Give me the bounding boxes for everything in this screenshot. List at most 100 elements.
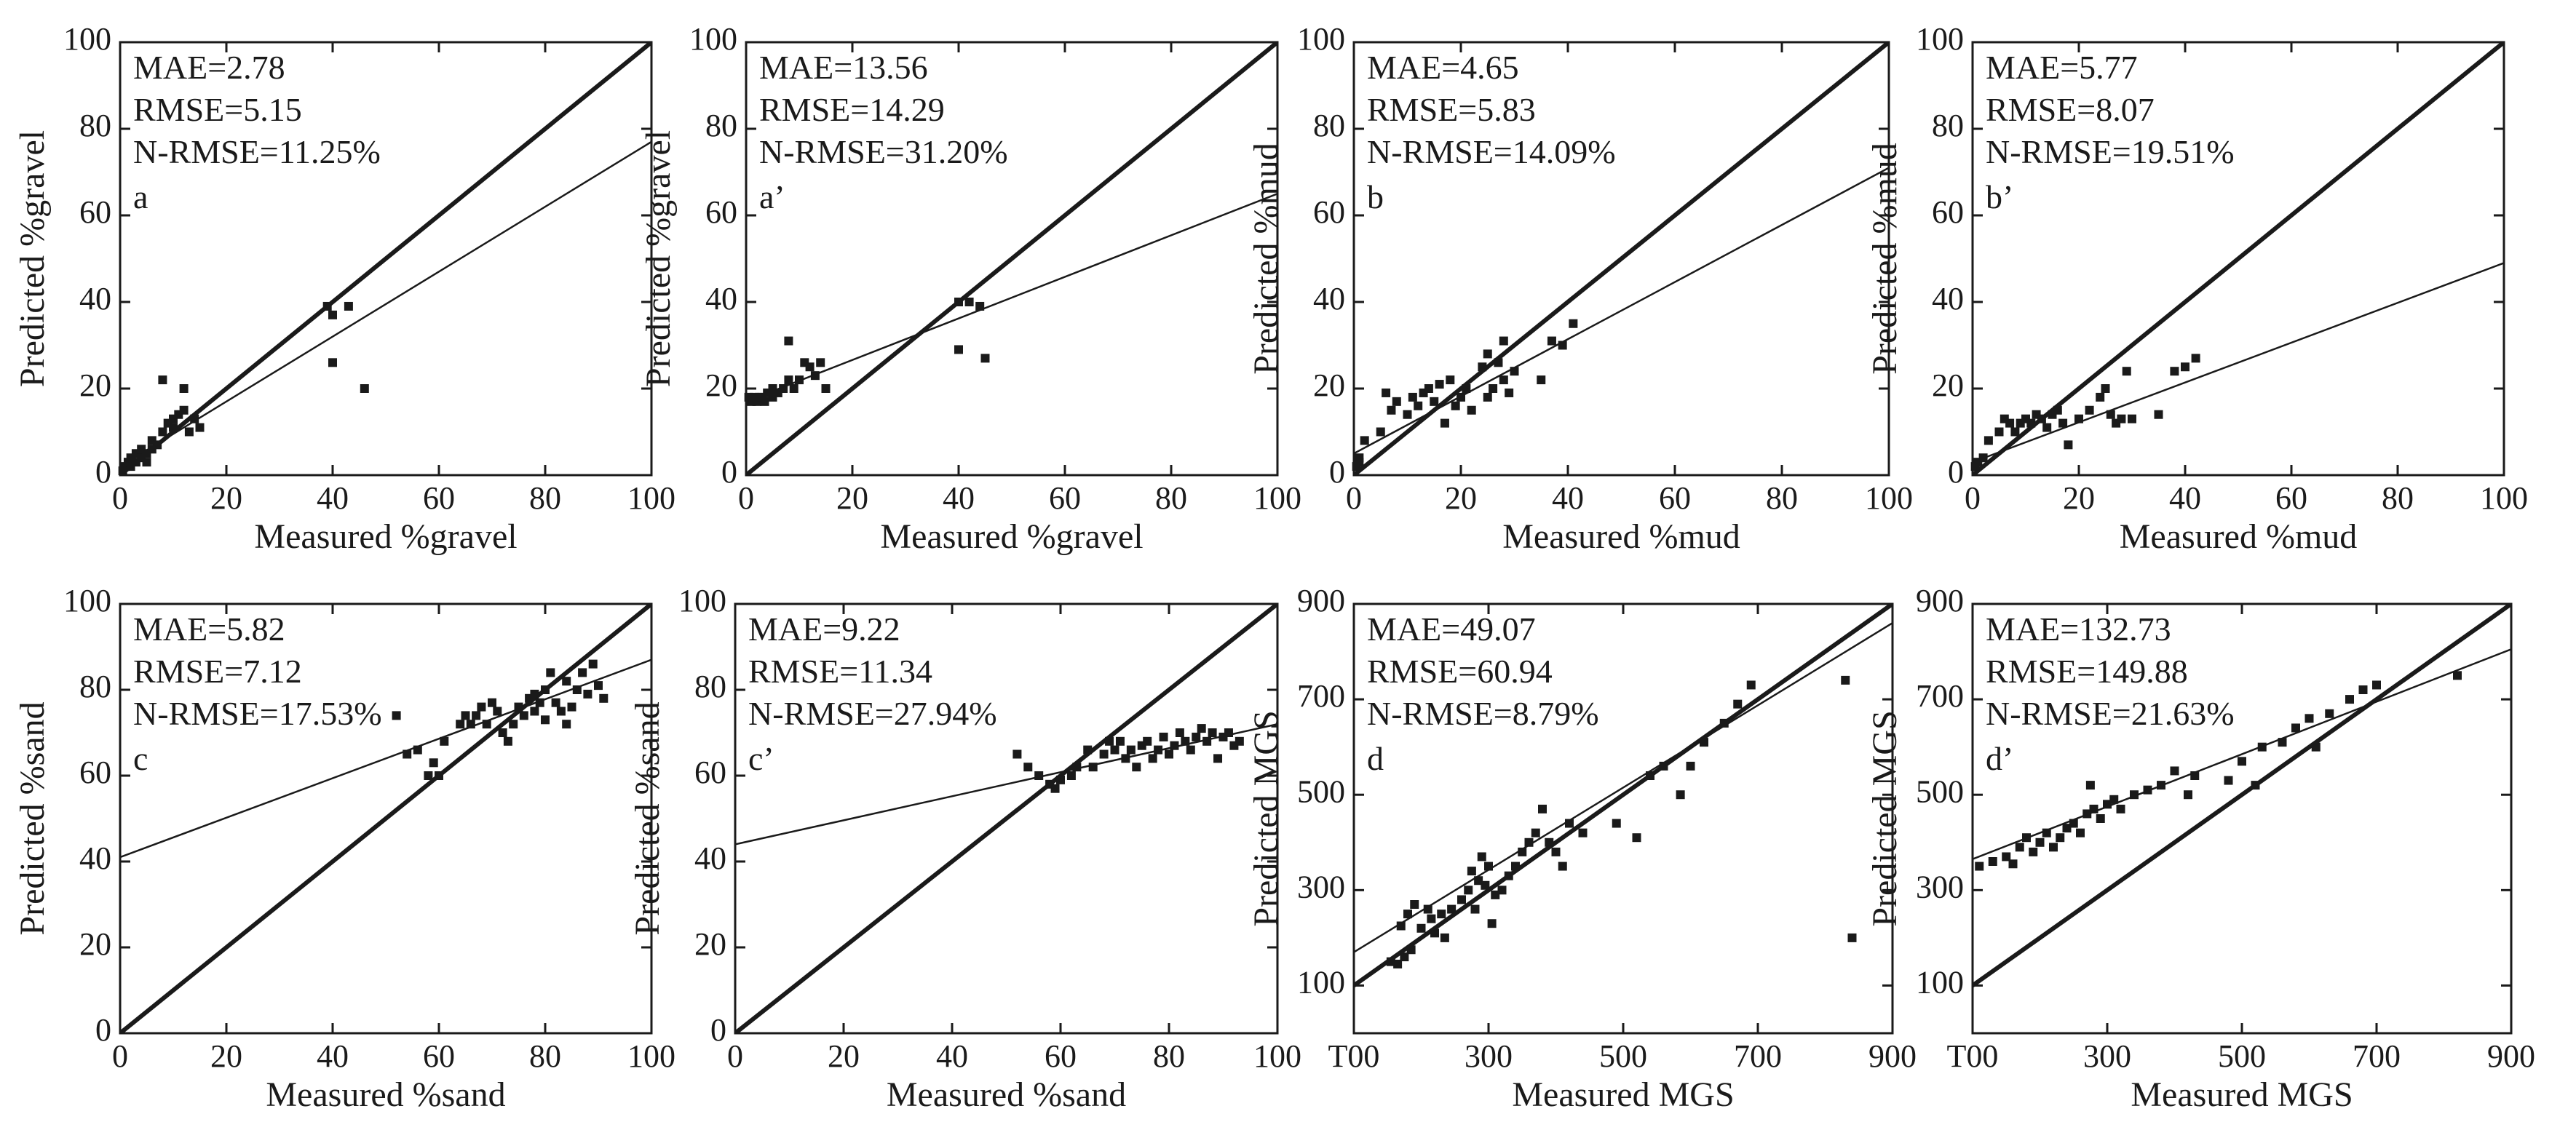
data-point [1538, 804, 1547, 813]
data-point [1978, 453, 1988, 463]
fit-line [746, 193, 1277, 403]
stat-annotation: RMSE=60.94 [1367, 653, 1553, 690]
y-tick-label: 900 [1916, 583, 1964, 618]
data-point [1494, 358, 1503, 367]
data-point [1489, 384, 1498, 393]
plot-frame [119, 41, 653, 477]
x-axis-title: Measured MGS [2131, 1075, 2353, 1114]
data-point [392, 711, 401, 720]
x-tick-label: 60 [1659, 480, 1691, 516]
data-point [1558, 341, 1567, 350]
data-point [1376, 427, 1385, 437]
y-tick-label: 100 [1297, 21, 1345, 57]
x-tick-label: 100 [1253, 480, 1301, 516]
x-tick-label: 80 [1153, 1038, 1185, 1074]
data-point [2005, 418, 2015, 428]
y-tick-label: 80 [1313, 108, 1345, 143]
data-point [2128, 414, 2136, 423]
data-point [328, 310, 337, 319]
data-point [1457, 392, 1465, 402]
x-axis-title: Measured %sand [266, 1075, 505, 1114]
data-point [805, 362, 815, 372]
data-point [184, 427, 194, 437]
data-point [488, 698, 496, 707]
data-point [190, 414, 199, 423]
x-tick-label: 60 [423, 480, 455, 516]
reference-line [746, 42, 1277, 475]
data-point [1483, 392, 1492, 402]
y-tick-label: 40 [1313, 281, 1345, 317]
data-point [1406, 945, 1416, 955]
x-tick-label: 80 [1766, 480, 1798, 516]
x-tick-label: 100 [627, 480, 675, 516]
data-point [1478, 362, 1487, 372]
y-axis-title: Predicted %mud [1866, 143, 1904, 375]
y-tick-label: 80 [79, 108, 111, 143]
chart-panel: 0 20 40 60 80 100 0 20 40 60 80 100 Measured %sand Pr… [13, 583, 675, 1114]
data-point [535, 698, 544, 707]
panel-label: b [1367, 178, 1384, 215]
data-point [1551, 847, 1561, 856]
data-point [2122, 367, 2131, 376]
fit-line [1973, 648, 2511, 860]
y-tick-label: 40 [705, 281, 737, 317]
data-point [2074, 414, 2083, 423]
reference-line [120, 604, 651, 1033]
x-tick-label: 40 [2169, 480, 2201, 516]
data-point [519, 711, 528, 720]
data-point [2372, 680, 2381, 690]
data-point [2191, 354, 2200, 363]
y-tick-label: 40 [1932, 281, 1964, 317]
data-point [1474, 876, 1483, 886]
data-point [2022, 833, 2031, 843]
data-point [1988, 857, 1997, 866]
y-tick-label: 80 [79, 669, 111, 704]
data-point [1440, 933, 1449, 942]
chart-panel: 0 20 40 60 80 100 0 20 40 60 80 100 Measured %mud Pre… [1247, 21, 1913, 556]
data-point [954, 298, 963, 306]
x-tick-label: 60 [1045, 1038, 1077, 1074]
data-point [2453, 671, 2462, 680]
data-point [1632, 833, 1641, 843]
y-axis-title: Predicted %gravel [639, 130, 678, 387]
data-point [599, 693, 609, 703]
chart-panel: 0 20 40 60 80 100 0 20 40 60 80 100 Measured %gravel… [639, 21, 1301, 556]
data-point [1447, 904, 1457, 914]
y-tick-label: 20 [79, 926, 111, 962]
data-point [1427, 914, 1436, 923]
data-point [2304, 714, 2314, 723]
stat-annotation: RMSE=11.34 [748, 653, 932, 690]
panel-label: c’ [748, 740, 774, 777]
data-point [2015, 843, 2024, 852]
data-point [509, 720, 518, 729]
fit-line [120, 140, 651, 468]
data-point [322, 301, 332, 311]
data-point [2170, 766, 2179, 776]
fit-line [120, 658, 651, 859]
data-point [360, 384, 369, 393]
data-point [2130, 790, 2139, 800]
data-point [1072, 763, 1082, 772]
data-point [2062, 824, 2072, 833]
y-tick-label: 60 [79, 194, 111, 230]
data-point [466, 720, 475, 729]
data-point [1569, 319, 1578, 328]
data-point [1121, 754, 1130, 763]
stat-annotation: MAE=2.78 [133, 49, 285, 86]
x-tick-label: 100 [1253, 1038, 1301, 1074]
data-point [588, 659, 598, 669]
data-point [2096, 392, 2105, 402]
data-point [1126, 745, 1136, 755]
data-point [153, 440, 162, 450]
fit-line [735, 723, 1277, 845]
x-tick-label: 20 [828, 1038, 860, 1074]
plot-frame [745, 41, 1279, 477]
data-point [1105, 736, 1114, 746]
y-tick-label: 100 [1297, 965, 1345, 1000]
data-point [169, 423, 178, 432]
data-point [1464, 886, 1473, 895]
y-tick-label: 80 [694, 669, 726, 704]
x-tick-label: T00 [1947, 1038, 1999, 1074]
y-axis-title: Predicted MGS [1247, 710, 1285, 926]
data-point [1165, 749, 1173, 759]
